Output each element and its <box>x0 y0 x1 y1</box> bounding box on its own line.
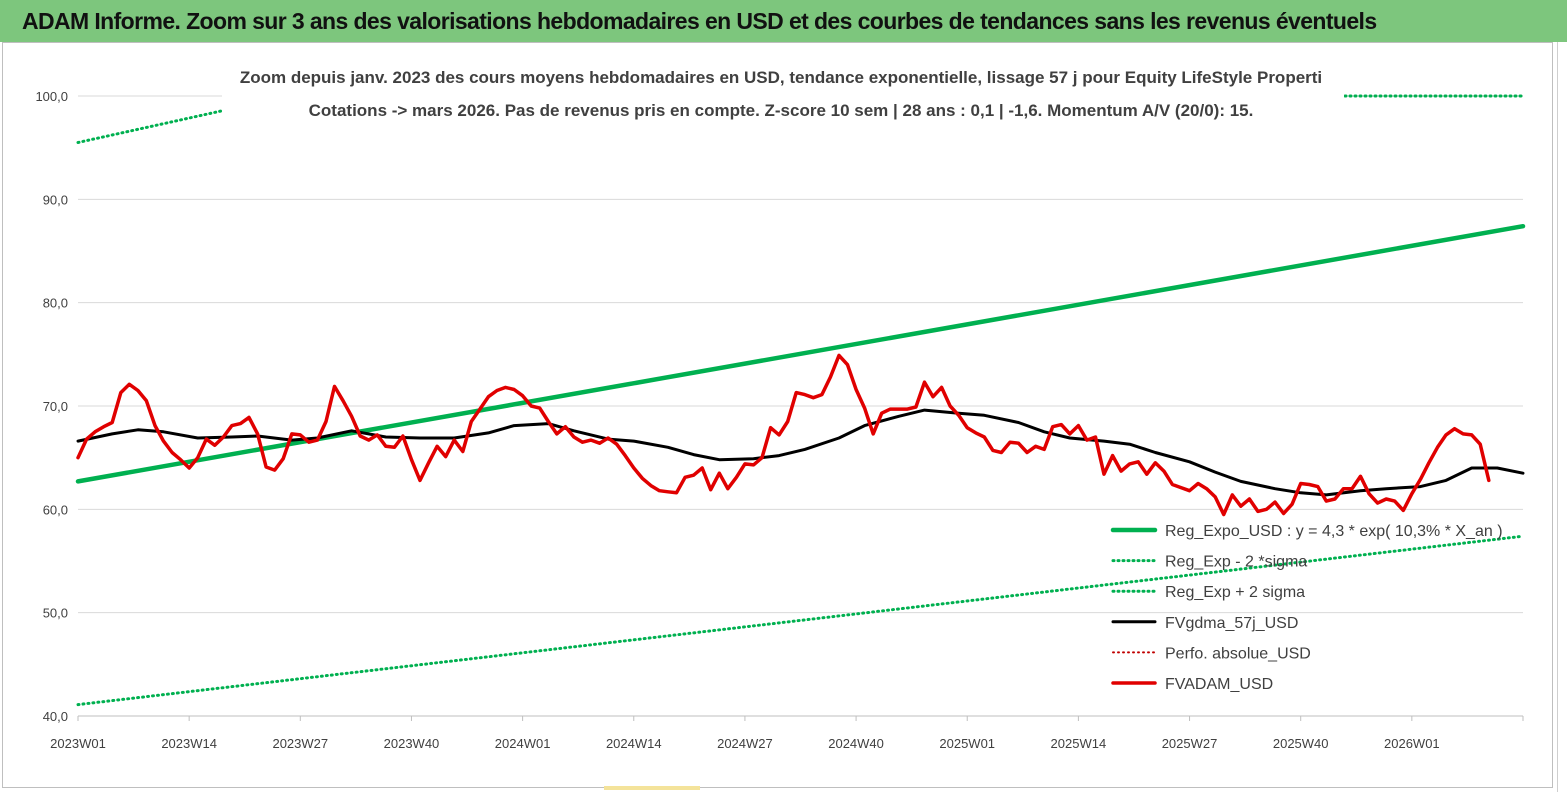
x-tick-label: 2025W40 <box>1273 736 1329 751</box>
reg-exp-plus-2sigma-line <box>76 109 225 144</box>
x-axis-tick-labels: 2023W01 2023W14 2023W27 2023W40 2024W01 2024W… <box>50 716 1524 751</box>
x-tick-label: 2023W14 <box>161 736 217 751</box>
reg-expo-line <box>75 223 1526 484</box>
x-tick-label: 2025W27 <box>1162 736 1218 751</box>
reg-exp-minus-2sigma-line <box>76 534 1525 707</box>
chart-title-line1: Zoom depuis janv. 2023 des cours moyens … <box>240 68 1322 87</box>
y-tick-label: 100,0 <box>35 89 68 104</box>
x-tick-label: 2024W01 <box>495 736 551 751</box>
title-banner: ADAM Informe. Zoom sur 3 ans des valoris… <box>0 0 1567 42</box>
y-tick-label: 90,0 <box>43 192 68 207</box>
y-tick-label: 50,0 <box>43 606 68 621</box>
x-tick-label: 2025W14 <box>1051 736 1107 751</box>
right-edge <box>1555 42 1567 792</box>
y-axis-tick-labels: 40,0 50,0 60,0 70,0 80,0 90,0 100,0 <box>35 89 68 724</box>
y-tick-label: 70,0 <box>43 399 68 414</box>
series-lines <box>75 94 1526 707</box>
x-tick-label: 2023W01 <box>50 736 106 751</box>
y-tick-label: 80,0 <box>43 296 68 311</box>
fvadam-line <box>76 353 1491 517</box>
legend-item-fvgdma-label: FVgdma_57j_USD <box>1165 615 1298 632</box>
y-tick-label: 60,0 <box>43 502 68 517</box>
x-tick-label: 2023W27 <box>272 736 328 751</box>
y-tick-label: 40,0 <box>43 709 68 724</box>
x-tick-label: 2024W40 <box>828 736 884 751</box>
title-box <box>222 60 1344 130</box>
legend-item-perfo-label: Perfo. absolue_USD <box>1165 645 1311 662</box>
bottom-accent <box>604 786 700 790</box>
banner-title: ADAM Informe. Zoom sur 3 ans des valoris… <box>22 8 1377 34</box>
chart-title-line2: Cotations -> mars 2026. Pas de revenus p… <box>309 101 1254 120</box>
legend-item-reg-exp-minus-label: Reg_Exp - 2 *sigma <box>1165 554 1307 571</box>
legend-item-fvadam-label: FVADAM_USD <box>1165 676 1273 693</box>
chart-frame <box>2 42 1553 788</box>
legend-item-reg-exp-plus-label: Reg_Exp + 2 sigma <box>1165 584 1305 601</box>
x-tick-label: 2025W01 <box>939 736 995 751</box>
x-tick-label: 2023W40 <box>384 736 440 751</box>
legend: Reg_Expo_USD : y = 4,3 * exp( 10,3% * X_… <box>1110 523 1503 693</box>
x-tick-label: 2026W01 <box>1384 736 1440 751</box>
legend-item-reg-expo-label: Reg_Expo_USD : y = 4,3 * exp( 10,3% * X_… <box>1165 523 1503 540</box>
gridlines <box>78 95 1523 717</box>
x-tick-label: 2024W27 <box>717 736 773 751</box>
fvgdma-57j-line <box>76 408 1525 497</box>
x-tick-label: 2024W14 <box>606 736 662 751</box>
